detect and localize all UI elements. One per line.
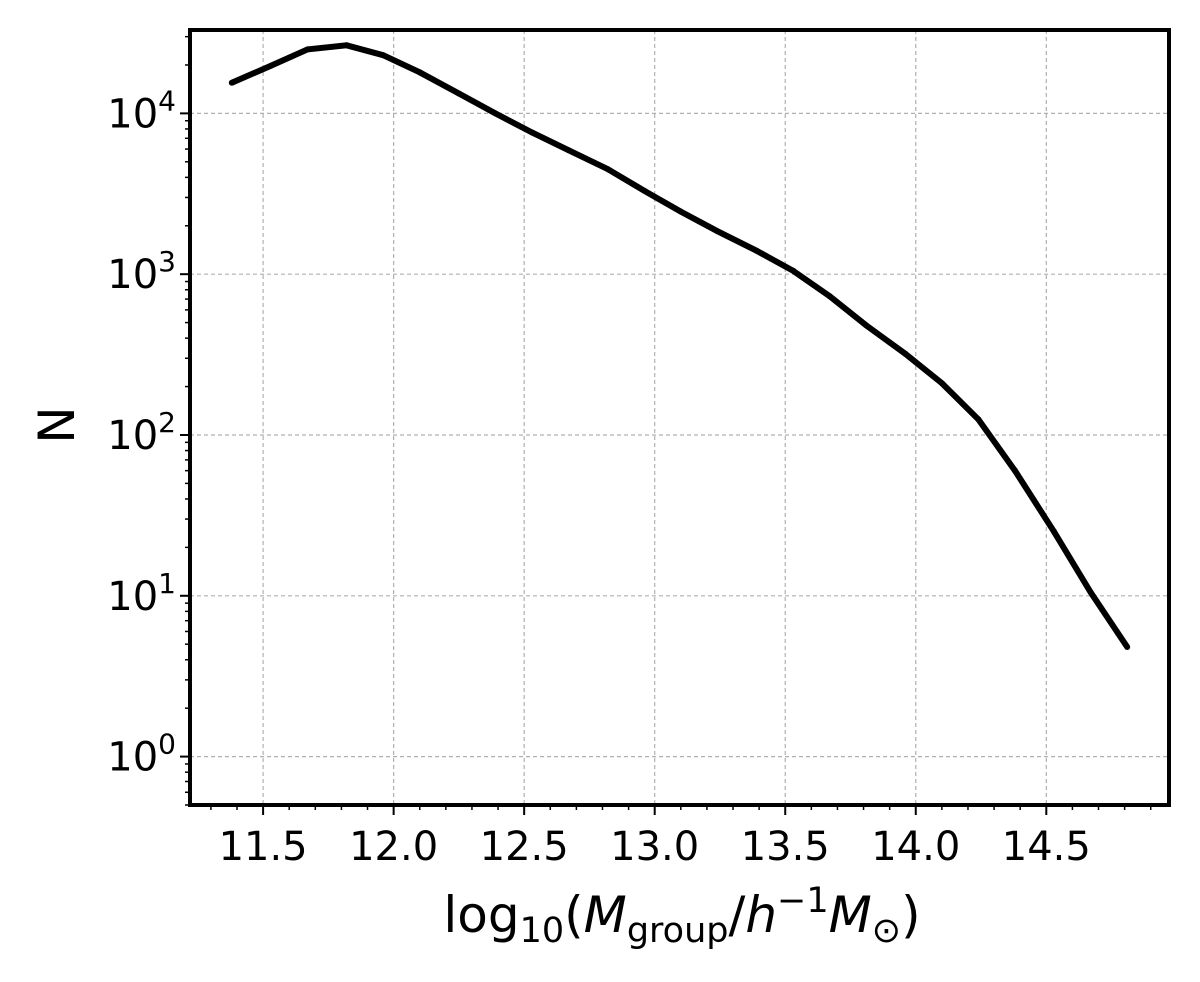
x-tick-label: 11.5 xyxy=(219,824,308,870)
y-tick-label: 104 xyxy=(107,84,176,137)
x-axis-label: log10(Mgroup/h−1M⊙) xyxy=(443,881,920,951)
data-point xyxy=(267,62,274,69)
x-label-close: ) xyxy=(901,886,921,944)
x-label-var: M xyxy=(584,886,627,944)
y-tick-label: 100 xyxy=(107,728,176,781)
y-tick-label: 103 xyxy=(107,245,176,298)
x-label-var-sub: group xyxy=(627,911,729,951)
data-point xyxy=(641,187,648,194)
x-label-h-sup: −1 xyxy=(777,881,829,921)
data-point xyxy=(1087,589,1094,596)
data-point xyxy=(1124,644,1131,650)
data-point xyxy=(1051,528,1058,535)
x-label-sun-sub: ⊙ xyxy=(872,911,901,951)
x-tick-label: 13.0 xyxy=(610,824,699,870)
data-point xyxy=(753,247,760,254)
data-point xyxy=(380,52,387,59)
data-point xyxy=(604,166,611,173)
data-point xyxy=(529,129,535,136)
data-point xyxy=(416,69,423,76)
x-tick-label: 12.0 xyxy=(349,824,438,870)
data-point xyxy=(228,79,235,86)
x-tick-labels: 11.5 12.0 12.5 13.0 13.5 14.0 14.5 xyxy=(219,824,1091,870)
data-point xyxy=(455,90,462,97)
x-label-sun: M xyxy=(829,886,872,944)
x-label-fn: log xyxy=(443,886,519,944)
data-point xyxy=(790,267,797,274)
data-point xyxy=(677,208,684,215)
x-tick-label: 14.5 xyxy=(1002,824,1091,870)
grid xyxy=(190,30,1169,805)
data-point xyxy=(304,46,311,53)
y-tick-label: 102 xyxy=(107,406,176,459)
x-label-fn-sub: 10 xyxy=(520,911,565,951)
x-label-slash: / xyxy=(728,886,745,944)
line-layer xyxy=(228,42,1131,650)
x-tick-label: 14.0 xyxy=(871,824,960,870)
y-tick-label: 101 xyxy=(107,567,176,620)
data-point xyxy=(492,110,499,117)
x-tick-label: 12.5 xyxy=(480,824,569,870)
x-tick-label: 13.5 xyxy=(741,824,830,870)
data-point xyxy=(975,416,982,423)
y-axis-label: N xyxy=(28,406,86,443)
plot-area xyxy=(190,30,1169,805)
x-label-open: ( xyxy=(564,886,584,944)
data-point xyxy=(938,380,945,387)
data-point xyxy=(826,293,833,300)
data-point xyxy=(565,147,572,154)
plot-frame xyxy=(188,28,1171,807)
y-tick-labels: 100 101 102 103 104 xyxy=(107,84,176,780)
data-point xyxy=(714,228,721,235)
data-point xyxy=(863,322,870,329)
data-point xyxy=(902,350,909,357)
x-label-h: h xyxy=(745,886,777,944)
data-point xyxy=(1012,467,1018,474)
data-point xyxy=(343,42,350,49)
